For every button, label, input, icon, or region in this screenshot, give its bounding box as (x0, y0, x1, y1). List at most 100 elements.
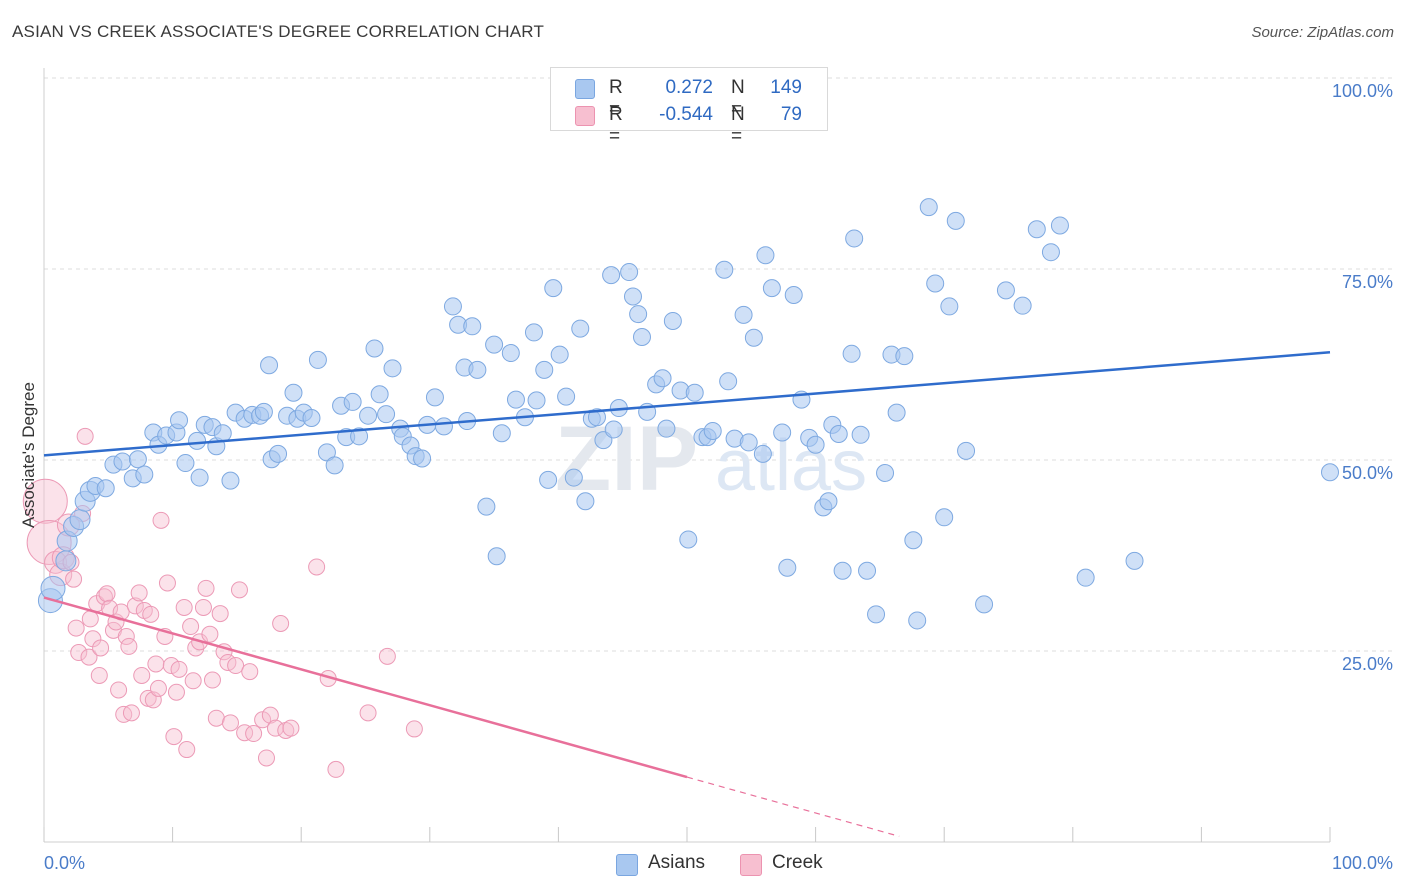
asian-point (188, 431, 207, 450)
asian-point (940, 297, 959, 316)
creek-point (197, 579, 215, 597)
creek-point (170, 660, 188, 678)
creek-point (147, 655, 165, 673)
asian-point (527, 391, 546, 410)
creek-point (245, 725, 263, 743)
asian-point (113, 452, 132, 471)
asian-point (69, 509, 91, 531)
creek-point (221, 714, 239, 732)
creek-point (80, 648, 98, 666)
creek-point (117, 627, 135, 645)
creek-point (327, 760, 345, 778)
asian-point (221, 471, 240, 490)
creek-point (92, 639, 110, 657)
asian-point (343, 392, 362, 411)
asian-point (887, 403, 906, 422)
asian-point (876, 463, 895, 482)
creek-point (359, 704, 377, 722)
creek-point (236, 724, 254, 742)
asian-point (350, 427, 369, 446)
watermark: ZIP atlas (555, 408, 867, 510)
creek-point (308, 558, 326, 576)
creek-point (405, 720, 423, 738)
creek-point (76, 427, 94, 445)
creek-point (165, 728, 183, 746)
legend-r-value: 0.272 (665, 77, 713, 98)
asian-point (213, 424, 232, 443)
asian-point (487, 547, 506, 566)
asian-point (535, 360, 554, 379)
asian-point (744, 328, 763, 347)
asian-point (908, 611, 927, 630)
asian-point (284, 383, 303, 402)
legend-swatch-asians (575, 79, 595, 99)
asian-trend-line (43, 351, 1331, 457)
x-tick-label: 0.0% (44, 853, 85, 873)
asian-point (1027, 220, 1046, 239)
creek-point (241, 663, 259, 681)
creek-point (133, 666, 151, 684)
asian-point (784, 285, 803, 304)
asian-point (524, 323, 543, 342)
legend-swatch-creek (575, 106, 595, 126)
asian-point (975, 595, 994, 614)
asian-point (719, 372, 738, 391)
asian-point (170, 411, 189, 430)
asian-point (539, 470, 558, 489)
creek-point (22, 478, 68, 524)
asian-point (819, 492, 838, 511)
creek-point (90, 666, 108, 684)
asian-point (620, 263, 639, 282)
legend-n-value: 149 (770, 77, 802, 98)
creek-point (167, 683, 185, 701)
asian-point (895, 347, 914, 366)
legend-n-label: N = (731, 77, 745, 120)
asian-point (557, 387, 576, 406)
creek-point (81, 610, 99, 628)
asian-point (1321, 463, 1339, 482)
asian-point (576, 492, 595, 511)
legend-r-value: -0.544 (659, 104, 713, 125)
asian-points (37, 198, 1339, 630)
creek-point (142, 605, 160, 623)
asian-point (325, 456, 344, 475)
asian-point (1013, 296, 1032, 315)
legend-label-asians: Asians (648, 852, 706, 873)
asian-point (806, 435, 825, 454)
asian-point (739, 433, 758, 452)
asian-point (629, 305, 648, 324)
legend-label-creek: Creek (772, 852, 823, 873)
asian-point (425, 388, 444, 407)
asian-point (858, 561, 877, 580)
legend-swatch-asians (616, 854, 638, 876)
asian-point (587, 408, 606, 427)
asian-point (468, 360, 487, 379)
creek-trend-extension (686, 776, 900, 837)
legend-n-label: N = (731, 104, 745, 147)
asian-point (935, 508, 954, 527)
asian-point (663, 311, 682, 330)
creek-point (126, 597, 144, 615)
asian-point (492, 424, 511, 443)
creek-point (178, 741, 196, 759)
asian-point (845, 229, 864, 248)
creek-point (70, 644, 88, 662)
legend-r-label: R = (609, 104, 623, 147)
asian-point (571, 319, 590, 338)
asian-point (1076, 568, 1095, 587)
asian-point (377, 405, 396, 424)
asian-point (778, 558, 797, 577)
asian-point (434, 417, 453, 436)
y-tick-label: 75.0% (1342, 272, 1393, 292)
creek-point (162, 657, 180, 675)
asian-point (829, 425, 848, 444)
asian-point (128, 450, 147, 469)
asian-point (602, 266, 621, 285)
creek-point (257, 749, 275, 767)
asian-point (564, 468, 583, 487)
creek-point (67, 619, 85, 637)
creek-point (65, 570, 83, 588)
asian-point (996, 281, 1015, 300)
creek-point (211, 605, 229, 623)
chart-title: ASIAN VS CREEK ASSOCIATE'S DEGREE CORREL… (12, 22, 545, 41)
